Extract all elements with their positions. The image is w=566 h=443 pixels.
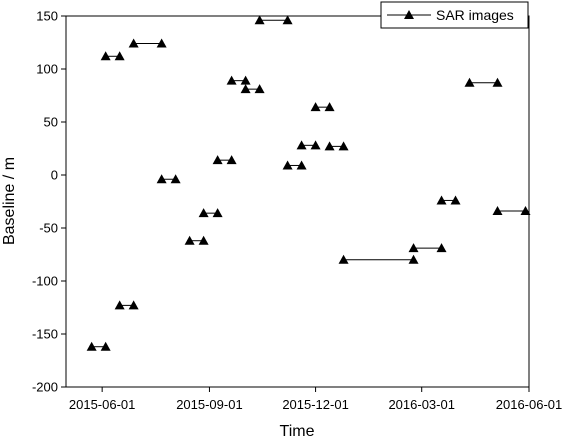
y-tick-label: 0 bbox=[51, 168, 58, 183]
sar-image-point bbox=[436, 243, 447, 253]
y-tick-label: -100 bbox=[32, 274, 58, 289]
sar-image-point bbox=[156, 38, 167, 48]
sar-image-point bbox=[114, 51, 125, 61]
sar-image-point bbox=[86, 341, 97, 351]
sar-image-point bbox=[100, 341, 111, 351]
sar-image-point bbox=[450, 195, 461, 205]
sar-image-point bbox=[226, 75, 237, 85]
y-tick-label: -150 bbox=[32, 327, 58, 342]
sar-image-point bbox=[226, 155, 237, 165]
sar-image-point bbox=[254, 84, 265, 94]
sar-image-point bbox=[128, 300, 139, 310]
sar-image-point bbox=[492, 206, 503, 216]
sar-image-point bbox=[198, 208, 209, 218]
sar-image-point bbox=[282, 160, 293, 170]
sar-image-point bbox=[492, 77, 503, 87]
y-tick-label: 50 bbox=[44, 115, 58, 130]
legend-label: SAR images bbox=[436, 7, 514, 23]
sar-image-point bbox=[240, 75, 251, 85]
x-tick-label: 2016-06-01 bbox=[496, 397, 563, 412]
sar-image-point bbox=[240, 84, 251, 94]
sar-image-point bbox=[310, 140, 321, 150]
series-layer bbox=[86, 15, 531, 351]
sar-image-point bbox=[338, 141, 349, 151]
plot-area-border bbox=[65, 15, 530, 388]
sar-image-point bbox=[408, 254, 419, 264]
sar-image-point bbox=[464, 77, 475, 87]
y-tick-label: 100 bbox=[36, 62, 58, 77]
plot-frame bbox=[65, 15, 530, 388]
y-axis-title: Baseline / m bbox=[1, 157, 18, 245]
y-tick-label: -200 bbox=[32, 380, 58, 395]
sar-image-point bbox=[324, 102, 335, 112]
sar-image-point bbox=[520, 206, 531, 216]
sar-image-point bbox=[282, 15, 293, 25]
sar-image-point bbox=[408, 243, 419, 253]
y-tick-label: -50 bbox=[39, 221, 58, 236]
sar-image-point bbox=[254, 15, 265, 25]
x-tick-label: 2015-09-01 bbox=[176, 397, 243, 412]
sar-image-point bbox=[156, 174, 167, 184]
y-tick-label: 150 bbox=[36, 9, 58, 24]
sar-image-point bbox=[296, 140, 307, 150]
x-tick-label: 2015-12-01 bbox=[282, 397, 349, 412]
sar-image-point bbox=[296, 160, 307, 170]
sar-image-point bbox=[198, 235, 209, 245]
sar-image-point bbox=[212, 155, 223, 165]
sar-image-point bbox=[128, 38, 139, 48]
sar-image-point bbox=[114, 300, 125, 310]
legend-triangle-marker bbox=[404, 10, 414, 19]
sar-image-point bbox=[100, 51, 111, 61]
x-tick-label: 2015-06-01 bbox=[69, 397, 136, 412]
sar-image-point bbox=[324, 141, 335, 151]
sar-image-point bbox=[184, 235, 195, 245]
x-axis-title: Time bbox=[280, 423, 315, 440]
sar-image-point bbox=[338, 254, 349, 264]
sar-image-point bbox=[436, 195, 447, 205]
legend: SAR images bbox=[380, 1, 529, 29]
x-tick-label: 2016-03-01 bbox=[388, 397, 455, 412]
sar-image-point bbox=[170, 174, 181, 184]
sar-image-point bbox=[212, 208, 223, 218]
axis-ticks: -200 -150 -100 -50 0 50 100 150 2015-06-01 2015-0… bbox=[32, 9, 562, 413]
sar-image-point bbox=[310, 102, 321, 112]
